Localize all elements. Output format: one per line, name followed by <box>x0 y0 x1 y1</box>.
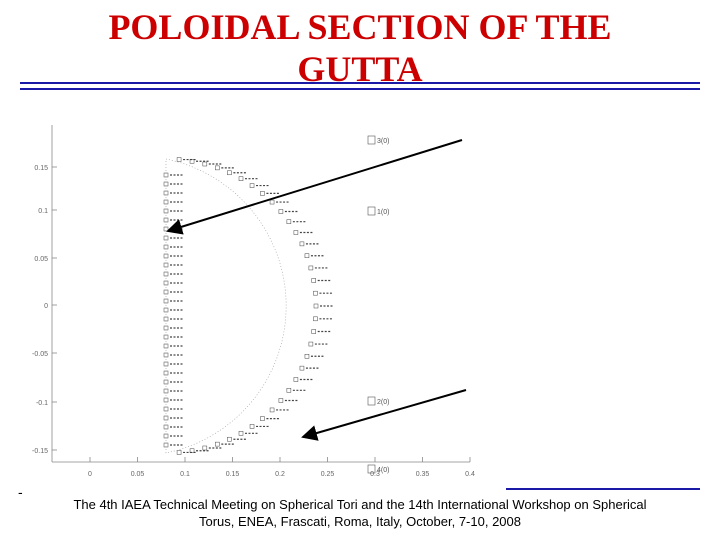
plot-legend: 3(0) 1(0) 2(0) 4(0) <box>367 135 389 474</box>
outer-edge-point <box>304 253 310 258</box>
y-tick-label: 0.15 <box>34 165 48 172</box>
title-line-2: GUTTA <box>297 49 423 89</box>
x-tick-label: 0.2 <box>275 471 285 478</box>
outer-edge-point <box>293 377 299 382</box>
footer-rule <box>506 488 700 490</box>
outer-edge-point <box>293 230 299 235</box>
outer-edge-point <box>215 165 220 171</box>
title-rule-bottom <box>20 88 700 90</box>
outer-edge-point <box>313 290 318 296</box>
x-tick-label: 0 <box>88 471 92 478</box>
legend-box <box>367 396 376 406</box>
legend-label: 1(0) <box>377 209 389 216</box>
footer-citation: The 4th IAEA Technical Meeting on Spheri… <box>30 496 690 530</box>
section-outline <box>165 158 287 454</box>
y-tick-label: -0.15 <box>32 448 48 455</box>
outer-edge-point <box>313 316 318 322</box>
x-tick-label: 0.1 <box>180 471 190 478</box>
legend-label: 2(0) <box>377 399 389 406</box>
x-tick-label: 0.3 <box>370 471 380 478</box>
outer-edge-point <box>189 158 195 164</box>
arrow-upper <box>166 139 463 235</box>
outer-edge-point <box>311 278 316 283</box>
footer-line-2: Torus, ENEA, Frascati, Roma, Italy, Octo… <box>198 514 521 529</box>
page-title: POLOIDAL SECTION OF THE GUTTA <box>0 6 720 90</box>
y-tick-label: 0.1 <box>38 208 48 215</box>
x-tick-label: 0.05 <box>131 471 145 478</box>
outer-edge-point <box>227 436 232 442</box>
outer-edge-point <box>286 388 292 393</box>
arrow-lower <box>301 389 467 441</box>
pointer-arrows <box>166 139 467 441</box>
outer-edge-point <box>278 398 284 403</box>
outer-edge-point <box>278 209 284 214</box>
y-tick-label: -0.1 <box>36 400 48 407</box>
outer-edge-point <box>308 341 314 347</box>
outer-edge-point <box>238 431 244 436</box>
x-tick-label: 0.25 <box>321 471 335 478</box>
legend-box <box>367 135 376 145</box>
outer-edge-point <box>202 161 208 167</box>
title-rule-top <box>20 82 700 84</box>
outer-edge-point <box>304 354 310 359</box>
outer-edge-point <box>238 176 244 181</box>
outer-edge-point <box>249 183 255 188</box>
outer-edge-point <box>299 365 305 371</box>
footer-line-1: The 4th IAEA Technical Meeting on Spheri… <box>73 497 647 512</box>
outer-edge-point <box>227 170 232 176</box>
plot-points <box>163 157 333 455</box>
y-tick-label: 0 <box>44 303 48 310</box>
x-tick-label: 0.4 <box>465 471 475 478</box>
footer-dash: - <box>18 484 23 500</box>
outer-edge-point <box>311 329 316 334</box>
y-tick-label: -0.05 <box>32 351 48 358</box>
legend-label: 4(0) <box>377 467 389 474</box>
outer-edge-point <box>215 441 220 447</box>
outer-edge-point <box>202 445 208 451</box>
outer-edge-point <box>249 424 255 429</box>
outer-edge-point <box>260 191 265 196</box>
legend-label: 3(0) <box>377 138 389 145</box>
outer-edge-point <box>176 450 182 455</box>
outer-edge-point <box>299 241 305 247</box>
title-line-1: POLOIDAL SECTION OF THE <box>108 7 612 47</box>
legend-box <box>367 206 376 216</box>
outer-edge-point <box>308 265 314 271</box>
outer-edge-point <box>269 199 275 205</box>
outer-edge-point <box>269 407 275 413</box>
outer-edge-point <box>176 157 182 162</box>
x-tick-label: 0.15 <box>226 471 240 478</box>
y-tick-label: 0.05 <box>34 256 48 263</box>
outer-edge-point <box>260 416 265 421</box>
outer-edge-point <box>313 303 319 309</box>
x-tick-label: 0.35 <box>416 471 430 478</box>
plot-axes: 0.15 0.1 0.05 0 -0.05 -0.1 -0.15 0 0.05 0.1 0.15 0.… <box>32 125 475 478</box>
legend-box <box>367 464 376 474</box>
outer-edge-point <box>286 219 292 224</box>
